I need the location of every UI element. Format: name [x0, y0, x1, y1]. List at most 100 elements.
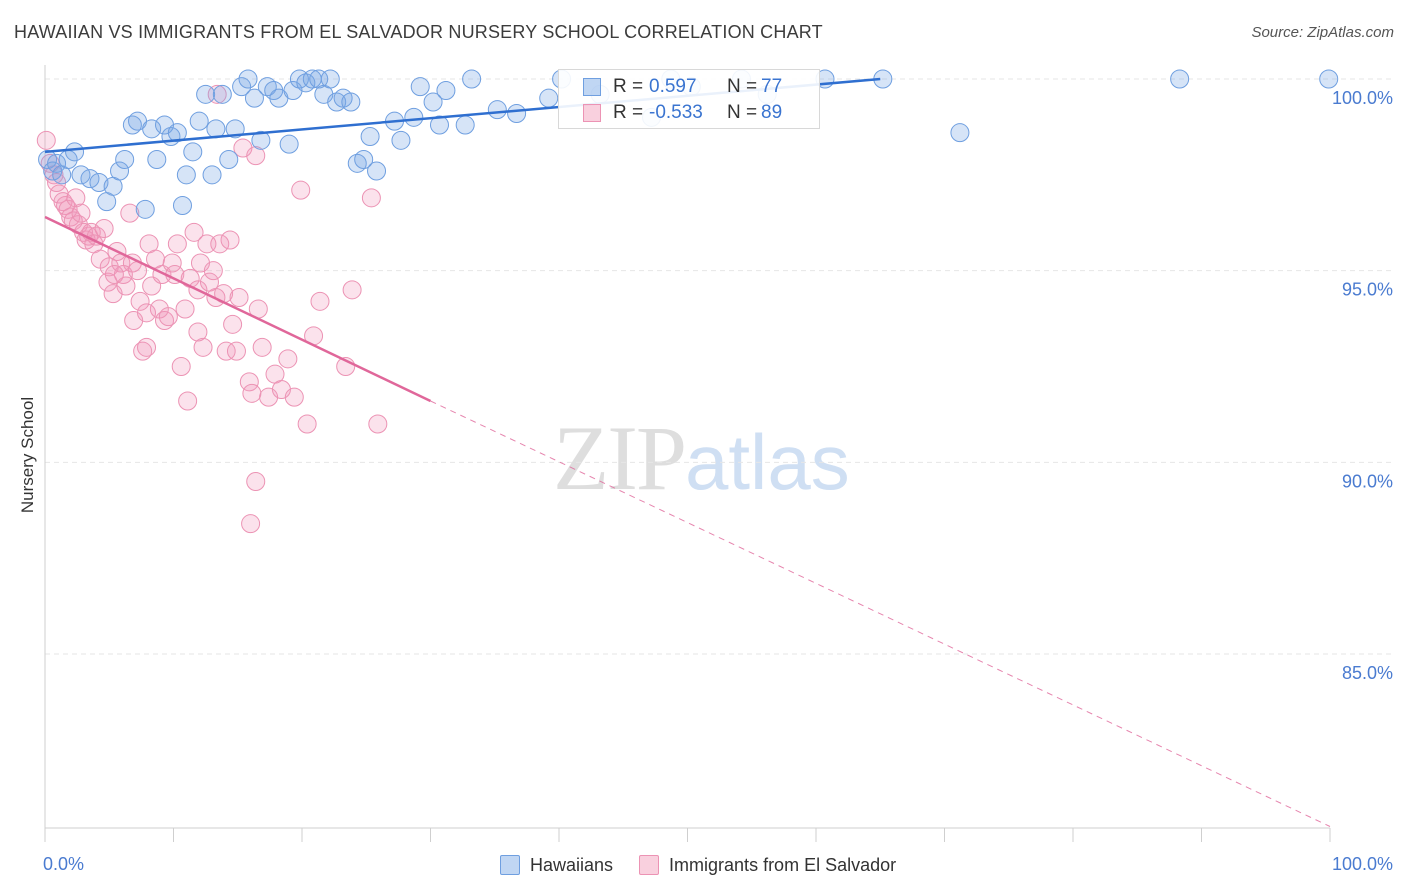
legend-label-hawaiians: Hawaiians — [530, 854, 614, 875]
data-point-el-salvador — [361, 188, 381, 208]
data-point-hawaiians — [507, 104, 527, 123]
data-point-el-salvador — [297, 414, 317, 434]
data-point-el-salvador — [252, 337, 272, 357]
data-point-hawaiians — [391, 130, 411, 150]
data-point-el-salvador — [162, 253, 182, 273]
grid-lines — [45, 78, 1395, 655]
data-point-hawaiians — [176, 165, 196, 185]
data-point-hawaiians — [1319, 69, 1339, 89]
data-point-el-salvador — [104, 265, 124, 284]
data-point-hawaiians — [244, 88, 264, 108]
data-point-el-salvador — [242, 383, 262, 403]
data-point-el-salvador — [120, 203, 140, 223]
data-point-hawaiians — [225, 119, 245, 139]
data-point-hawaiians — [367, 161, 387, 181]
data-point-el-salvador — [167, 234, 187, 254]
data-point-el-salvador — [291, 180, 311, 200]
data-point-hawaiians — [202, 165, 222, 185]
data-point-el-salvador — [178, 391, 198, 411]
data-point-el-salvador — [229, 288, 249, 307]
data-point-hawaiians — [189, 111, 209, 131]
data-point-el-salvador — [94, 219, 114, 238]
legend-label-el-salvador: Immigrants from El Salvador — [669, 854, 897, 875]
legend-r-label: R = — [613, 102, 644, 123]
data-point-hawaiians — [251, 130, 271, 150]
legend-swatch-hawaiians — [583, 78, 601, 96]
data-point-hawaiians — [65, 142, 85, 162]
data-point-el-salvador — [223, 314, 243, 334]
data-point-hawaiians — [320, 69, 340, 89]
stats-legend: R = 0.597 N = 77 R = -0.533 N = 89 — [558, 69, 820, 129]
legend-swatch-el-salvador — [639, 855, 660, 875]
data-point-hawaiians — [122, 115, 142, 135]
y-tick-label: 85.0% — [1342, 663, 1393, 683]
y-tick-label: 95.0% — [1342, 280, 1393, 300]
data-point-el-salvador — [246, 146, 266, 166]
data-point-hawaiians — [147, 150, 167, 169]
data-point-hawaiians — [232, 77, 252, 97]
data-point-el-salvador — [284, 387, 304, 407]
data-point-el-salvador — [246, 472, 266, 491]
data-point-el-salvador — [239, 372, 259, 392]
data-point-hawaiians — [423, 92, 443, 112]
data-point-hawaiians — [47, 153, 67, 173]
data-point-el-salvador — [116, 276, 136, 296]
data-point-el-salvador — [278, 349, 298, 369]
data-point-el-salvador — [98, 272, 118, 292]
data-point-el-salvador — [203, 261, 223, 281]
data-point-el-salvador — [130, 291, 150, 311]
legend-item-hawaiians[interactable]: Hawaiians — [500, 855, 613, 876]
legend-row-hawaiians: R = 0.597 N = 77 — [583, 74, 782, 100]
chart-source: Source: ZipAtlas.com — [1251, 24, 1394, 41]
data-point-el-salvador — [171, 357, 191, 376]
data-point-hawaiians — [436, 81, 456, 100]
series-el-salvador-points — [36, 84, 388, 534]
data-point-hawaiians — [404, 107, 424, 127]
legend-n-label: N = — [727, 76, 758, 97]
data-point-hawaiians — [212, 84, 232, 104]
data-point-el-salvador — [58, 199, 78, 219]
data-point-hawaiians — [135, 199, 155, 219]
legend-item-el-salvador[interactable]: Immigrants from El Salvador — [639, 855, 896, 876]
legend-swatch-el-salvador — [583, 104, 601, 122]
data-point-hawaiians — [167, 123, 187, 143]
data-point-el-salvador — [310, 291, 330, 311]
legend-n-value: 77 — [761, 76, 783, 97]
data-point-hawaiians — [196, 84, 216, 104]
data-point-hawaiians — [341, 92, 361, 112]
data-point-hawaiians — [539, 88, 559, 108]
x-tick-label: 0.0% — [43, 854, 84, 874]
y-tick-label: 100.0% — [1332, 88, 1393, 108]
data-point-el-salvador — [220, 230, 240, 250]
y-tick-label: 90.0% — [1342, 471, 1393, 491]
data-point-hawaiians — [238, 69, 258, 89]
data-point-el-salvador — [207, 84, 227, 104]
data-point-hawaiians — [142, 119, 162, 139]
data-point-el-salvador — [226, 341, 246, 361]
y-tick-labels: 85.0% 90.0% 95.0% 100.0% — [1332, 88, 1393, 683]
data-point-el-salvador — [158, 307, 178, 327]
chart-title: HAWAIIAN VS IMMIGRANTS FROM EL SALVADOR … — [14, 22, 823, 42]
data-point-hawaiians — [172, 196, 192, 215]
data-point-hawaiians — [487, 100, 507, 120]
data-point-hawaiians — [410, 77, 430, 97]
data-point-hawaiians — [89, 173, 109, 192]
legend-n-label: N = — [727, 102, 758, 123]
legend-n-value: 89 — [761, 102, 783, 123]
data-point-el-salvador — [175, 299, 195, 319]
data-point-el-salvador — [133, 341, 153, 361]
data-point-hawaiians — [110, 161, 130, 181]
legend-swatch-hawaiians — [500, 855, 520, 875]
data-point-hawaiians — [455, 115, 475, 135]
data-point-hawaiians — [309, 69, 329, 89]
data-point-el-salvador — [137, 303, 157, 323]
data-point-hawaiians — [219, 150, 239, 169]
data-point-el-salvador — [66, 188, 86, 208]
data-point-el-salvador — [342, 280, 362, 300]
trend-line-el-salvador — [44, 215, 432, 403]
data-point-hawaiians — [1170, 69, 1190, 89]
legend-row-el-salvador: R = -0.533 N = 89 — [583, 100, 782, 126]
data-point-hawaiians — [360, 127, 380, 146]
data-point-el-salvador — [210, 234, 230, 254]
